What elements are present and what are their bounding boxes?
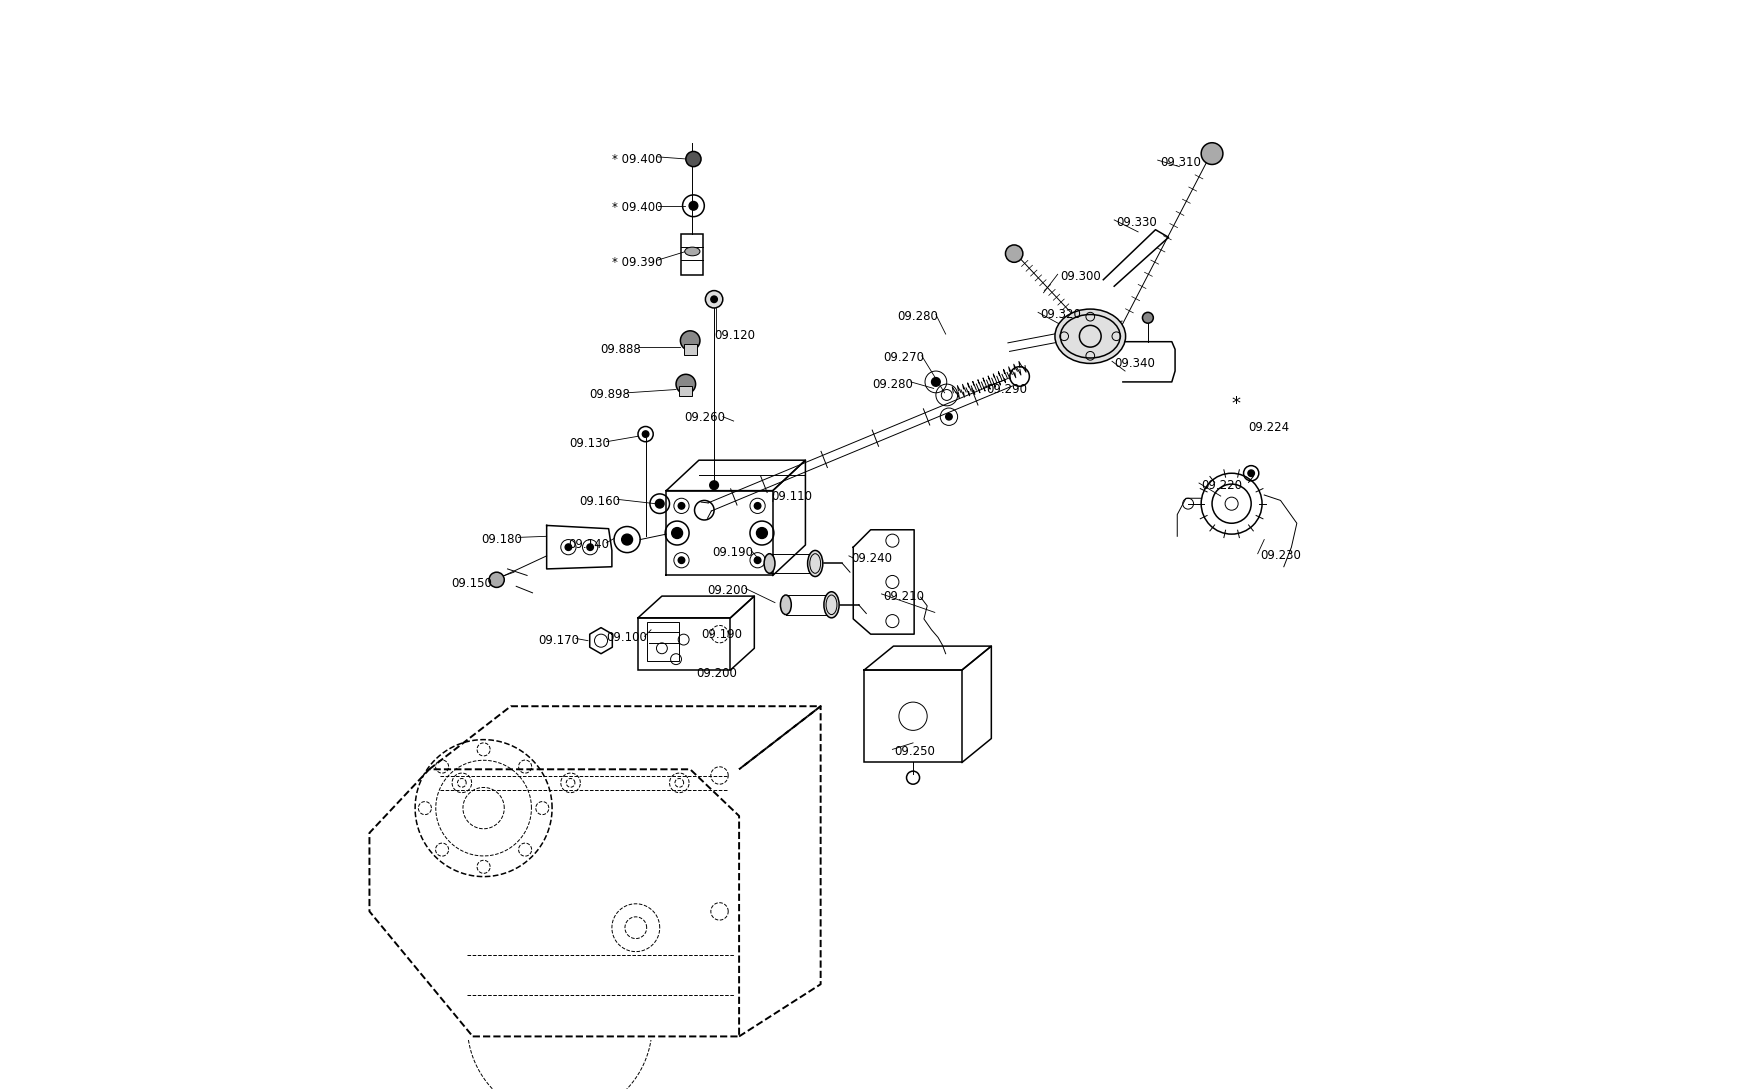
Text: 09.240: 09.240 <box>850 552 892 565</box>
Text: 09.290: 09.290 <box>985 383 1027 396</box>
Circle shape <box>621 534 632 545</box>
Circle shape <box>565 544 572 550</box>
Text: 09.100: 09.100 <box>606 631 648 644</box>
Text: 09.140: 09.140 <box>569 538 609 552</box>
Circle shape <box>676 374 695 393</box>
Circle shape <box>642 431 649 437</box>
Bar <box>864 670 963 762</box>
Circle shape <box>1006 245 1022 263</box>
Text: 09.200: 09.200 <box>707 584 747 597</box>
Circle shape <box>945 413 952 420</box>
Ellipse shape <box>684 247 700 256</box>
Text: 09.170: 09.170 <box>539 634 579 647</box>
Text: 09.210: 09.210 <box>884 590 924 603</box>
Text: 09.110: 09.110 <box>772 489 812 502</box>
Text: 09.120: 09.120 <box>714 329 754 341</box>
Circle shape <box>679 557 684 564</box>
Text: 09.300: 09.300 <box>1060 270 1101 283</box>
Ellipse shape <box>824 592 838 618</box>
Circle shape <box>754 502 761 509</box>
Text: 09.160: 09.160 <box>579 495 621 508</box>
Circle shape <box>756 528 766 538</box>
Text: * 09.400: * 09.400 <box>612 153 663 166</box>
Circle shape <box>656 499 663 508</box>
Bar <box>681 234 704 276</box>
Text: 09.280: 09.280 <box>898 311 938 323</box>
Text: 09.224: 09.224 <box>1248 421 1290 434</box>
Circle shape <box>1248 470 1255 476</box>
Text: 09.180: 09.180 <box>481 533 522 546</box>
Circle shape <box>586 544 593 550</box>
Bar <box>679 386 693 396</box>
Circle shape <box>931 377 940 386</box>
Circle shape <box>488 572 504 588</box>
Circle shape <box>705 291 723 308</box>
Ellipse shape <box>765 554 775 573</box>
Text: 09.260: 09.260 <box>684 411 724 424</box>
Text: 09.230: 09.230 <box>1260 549 1300 562</box>
Text: 09.898: 09.898 <box>590 388 630 401</box>
Text: 09.200: 09.200 <box>696 667 737 680</box>
Text: 09.250: 09.250 <box>894 746 936 758</box>
Circle shape <box>686 152 702 167</box>
Text: 09.888: 09.888 <box>600 342 640 355</box>
Text: *: * <box>1232 395 1241 413</box>
Bar <box>684 343 696 354</box>
Circle shape <box>754 557 761 564</box>
Text: 09.310: 09.310 <box>1160 156 1200 169</box>
Text: 09.150: 09.150 <box>452 577 492 590</box>
Circle shape <box>679 502 684 509</box>
Circle shape <box>690 202 698 210</box>
Circle shape <box>710 296 717 303</box>
Text: 09.190: 09.190 <box>712 546 752 559</box>
Text: 09.270: 09.270 <box>884 351 924 364</box>
Bar <box>639 618 730 670</box>
Text: 09.280: 09.280 <box>872 377 914 390</box>
Ellipse shape <box>780 595 791 615</box>
Circle shape <box>672 528 682 538</box>
Circle shape <box>710 481 719 489</box>
Text: 09.320: 09.320 <box>1040 308 1082 322</box>
Circle shape <box>1200 143 1223 165</box>
Bar <box>648 622 679 662</box>
Text: 09.190: 09.190 <box>702 628 742 641</box>
Ellipse shape <box>807 550 822 577</box>
Text: * 09.390: * 09.390 <box>612 256 663 269</box>
Circle shape <box>681 331 700 350</box>
Text: 09.340: 09.340 <box>1115 356 1155 370</box>
Ellipse shape <box>1055 310 1125 363</box>
Text: 09.330: 09.330 <box>1116 216 1157 229</box>
Text: 09.130: 09.130 <box>569 437 609 450</box>
Circle shape <box>1143 313 1153 324</box>
Text: * 09.400: * 09.400 <box>612 202 663 215</box>
Text: 09.220: 09.220 <box>1200 479 1242 492</box>
